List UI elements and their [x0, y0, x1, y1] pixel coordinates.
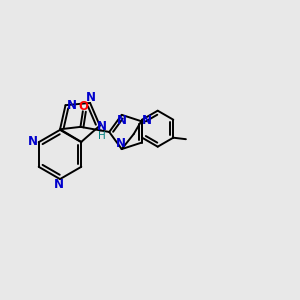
- Text: N: N: [117, 114, 127, 127]
- Text: N: N: [86, 91, 96, 104]
- Text: N: N: [142, 114, 152, 127]
- Text: N: N: [97, 120, 106, 134]
- Text: H: H: [98, 131, 105, 141]
- Text: N: N: [53, 178, 64, 191]
- Text: N: N: [67, 99, 76, 112]
- Text: N: N: [116, 137, 126, 150]
- Text: N: N: [28, 135, 38, 148]
- Text: O: O: [78, 100, 88, 113]
